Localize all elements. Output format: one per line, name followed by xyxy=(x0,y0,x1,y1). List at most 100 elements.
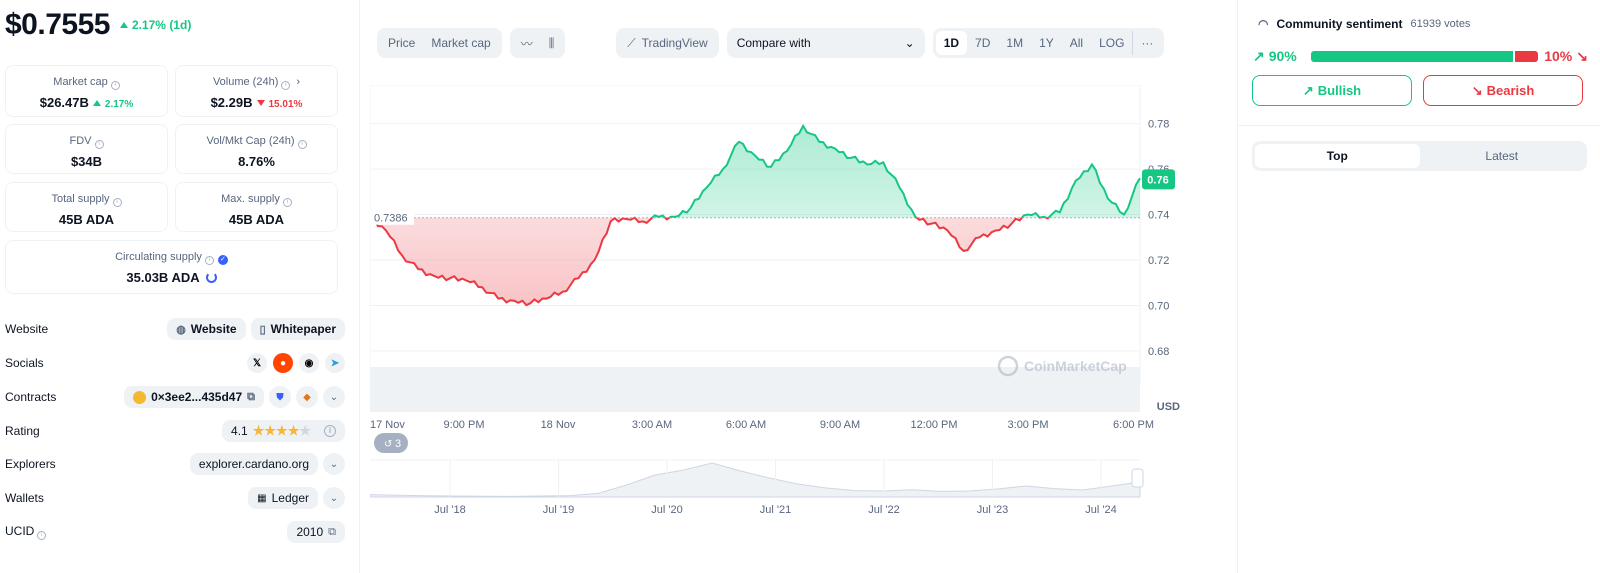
ucid-label: UCID xyxy=(5,524,35,538)
candlestick-icon[interactable]: ⫼ xyxy=(548,35,555,50)
star-icon: ★ xyxy=(252,423,265,438)
fdv-value: $34B xyxy=(70,154,103,169)
star-icon: ★ xyxy=(287,423,300,438)
price-row: $0.7555 2.17% (1d) xyxy=(5,8,191,42)
overview-x-tick-label: Jul '24 xyxy=(1085,504,1116,516)
shield-icon[interactable]: ⛊ xyxy=(269,386,291,408)
socials-row: Socials 𝕏 ● ◉ ➤ xyxy=(5,351,345,375)
ucid-pill[interactable]: 2010 ⧉ xyxy=(287,521,345,543)
x-twitter-icon[interactable]: 𝕏 xyxy=(247,353,267,373)
tab-latest[interactable]: Latest xyxy=(1485,149,1519,163)
info-icon[interactable]: i xyxy=(94,140,104,149)
copy-icon[interactable]: ⧉ xyxy=(328,525,336,538)
info-icon[interactable]: i xyxy=(281,81,291,90)
more-options-button[interactable]: ··· xyxy=(1141,36,1154,50)
navigator-handle[interactable] xyxy=(1131,468,1144,488)
info-icon[interactable]: i xyxy=(324,425,336,437)
copy-icon[interactable]: ⧉ xyxy=(247,390,255,403)
tab-market-cap[interactable]: Market cap xyxy=(431,36,491,50)
overview-x-tick-label: Jul '23 xyxy=(977,504,1008,516)
total-supply-label: Total supply xyxy=(51,193,110,205)
chevron-right-icon: › xyxy=(296,76,301,88)
up-arrow-icon xyxy=(92,100,101,106)
info-icon[interactable]: i xyxy=(204,256,214,265)
price-chart[interactable]: CoinMarketCap 0.7386 0.68 0.70 0.72 0.74 0.7… xyxy=(370,85,1190,525)
website-button-label: Website xyxy=(190,322,237,336)
vol-mkt-value: 8.76% xyxy=(238,154,275,169)
community-panel: ◠ Community sentiment 61939 votes ↗ 90% … xyxy=(1237,0,1600,573)
contract-address-button[interactable]: 0×3ee2...435d47 ⧉ xyxy=(124,386,264,408)
line-chart-icon[interactable]: 〰 xyxy=(520,36,533,51)
fdv-label: FDV xyxy=(69,135,92,147)
rating-value: 4.1 xyxy=(231,424,248,438)
info-icon[interactable]: i xyxy=(110,81,120,90)
bearish-button[interactable]: ↘ Bearish xyxy=(1423,75,1583,106)
trend-down-icon: ↘ xyxy=(1576,47,1588,64)
info-icon[interactable]: i xyxy=(112,198,122,207)
overview-area xyxy=(370,462,1141,498)
x-tick-label: 3:00 AM xyxy=(632,419,672,431)
bearish-bar xyxy=(1515,50,1539,62)
gauge-icon: ◠ xyxy=(1258,17,1269,31)
baseline-tag: 0.7386 xyxy=(370,210,414,225)
explorer-link[interactable]: explorer.cardano.org xyxy=(189,453,318,475)
current-price-value: 0.76 xyxy=(1147,174,1168,186)
sentiment-votes: 61939 votes xyxy=(1410,18,1471,30)
ucid-row: UCID i 2010 ⧉ xyxy=(5,520,345,544)
volume-value: $2.29B xyxy=(210,95,253,110)
tab-top[interactable]: Top xyxy=(1255,144,1420,168)
whitepaper-button[interactable]: ▯ Whitepaper xyxy=(250,318,345,340)
y-tick-label: 0.68 xyxy=(1148,346,1169,358)
rating-pill[interactable]: 4.1 ★★★★★ i xyxy=(222,420,345,442)
website-button[interactable]: ◍ Website xyxy=(167,318,246,340)
github-icon[interactable]: ◉ xyxy=(299,353,319,373)
info-icon[interactable]: i xyxy=(282,198,292,207)
max-supply-label: Max. supply xyxy=(221,193,280,205)
overview-x-tick-label: Jul '20 xyxy=(651,504,682,516)
tab-price[interactable]: Price xyxy=(388,36,416,50)
divider xyxy=(1238,125,1600,126)
range-all[interactable]: All xyxy=(1069,36,1084,50)
wallet-link[interactable]: ▦ Ledger xyxy=(248,487,318,509)
range-1m[interactable]: 1M xyxy=(1006,36,1024,50)
volume-card[interactable]: Volume (24h) i › $2.29B 15.01% xyxy=(175,65,338,117)
telegram-icon[interactable]: ➤ xyxy=(325,353,345,373)
price-line-up xyxy=(613,123,1141,218)
sentiment-bar-row: ↗ 90% 10% ↘ xyxy=(1253,46,1588,66)
info-icon[interactable]: i xyxy=(297,140,307,149)
overview-navigator[interactable]: Jul '18 Jul '19 Jul '20 Jul '21 Jul '22 Jul '… xyxy=(370,459,1144,516)
compare-dropdown[interactable]: Compare with ⌄ xyxy=(726,28,925,58)
info-icon[interactable]: i xyxy=(37,531,47,540)
chevron-down-icon: ⌄ xyxy=(904,36,915,50)
circulating-supply-card: Circulating supply i ✓ 35.03B ADA xyxy=(5,240,338,294)
max-supply-card: Max. supply i 45B ADA xyxy=(175,182,338,232)
range-log[interactable]: LOG xyxy=(1091,31,1134,55)
up-arrow-icon xyxy=(119,22,128,28)
vol-mkt-card: Vol/Mkt Cap (24h) i 8.76% xyxy=(175,124,338,174)
sentiment-bar xyxy=(1310,50,1539,62)
x-tick-label: 3:00 PM xyxy=(1008,419,1049,431)
history-badge[interactable]: ↺ 3 xyxy=(374,433,408,453)
chevron-down-icon[interactable]: ⌄ xyxy=(323,487,345,509)
range-1y[interactable]: 1Y xyxy=(1039,36,1054,50)
reddit-icon[interactable]: ● xyxy=(273,353,293,373)
x-tick-label: 12:00 PM xyxy=(910,419,957,431)
fdv-card: FDV i $34B xyxy=(5,124,168,174)
coin-stats-panel: $0.7555 2.17% (1d) Market cap i $26.47B 2.… xyxy=(0,0,360,573)
range-7d[interactable]: 7D xyxy=(975,36,991,50)
bullish-label: Bullish xyxy=(1317,83,1362,98)
area-below-baseline xyxy=(370,217,1049,306)
chart-toolbar: Price Market cap 〰 ⫼ ⟋ TradingView Compar… xyxy=(377,28,1165,58)
price-line-down xyxy=(370,217,1050,307)
volume-change: 15.01% xyxy=(268,99,303,110)
y-tick-label: 0.70 xyxy=(1148,300,1169,312)
tradingview-button[interactable]: ⟋ TradingView xyxy=(616,28,719,58)
bullish-button[interactable]: ↗ Bullish xyxy=(1252,75,1412,106)
chevron-down-icon[interactable]: ⌄ xyxy=(323,453,345,475)
overview-x-tick-label: Jul '18 xyxy=(434,504,465,516)
chevron-down-icon[interactable]: ⌄ xyxy=(323,386,345,408)
metamask-icon[interactable]: ◆ xyxy=(296,386,318,408)
range-1d[interactable]: 1D xyxy=(935,31,968,55)
y-tick-label: 0.74 xyxy=(1148,210,1169,222)
circulating-supply-label: Circulating supply xyxy=(115,251,202,263)
